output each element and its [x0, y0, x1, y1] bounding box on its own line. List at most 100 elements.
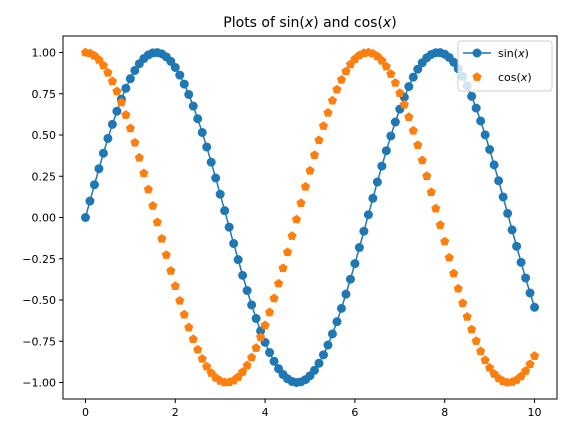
data-point	[327, 329, 337, 339]
data-point	[112, 106, 122, 116]
data-point	[471, 336, 481, 345]
data-point	[386, 69, 396, 78]
data-point	[247, 352, 257, 362]
data-point	[467, 91, 477, 101]
data-point	[408, 125, 418, 135]
data-point	[449, 268, 459, 278]
data-point	[404, 82, 414, 92]
data-point	[157, 233, 167, 243]
data-point	[386, 131, 396, 141]
data-point	[390, 117, 400, 127]
data-point	[85, 196, 95, 206]
x-tick-label: 2	[172, 406, 179, 419]
data-point	[332, 317, 342, 327]
data-point	[206, 157, 216, 167]
data-point	[107, 76, 117, 86]
data-point	[507, 225, 517, 235]
data-point	[139, 168, 149, 178]
data-point	[476, 346, 486, 356]
data-point	[318, 350, 328, 360]
data-point	[184, 89, 194, 99]
y-tick-label: −1.00	[22, 377, 56, 390]
data-point	[444, 252, 454, 262]
data-point	[395, 88, 405, 97]
series-cos	[80, 47, 540, 387]
data-point	[408, 72, 418, 82]
data-point	[175, 70, 185, 80]
data-point	[89, 180, 99, 190]
legend: sin(x) cos(x)	[457, 40, 553, 92]
data-point	[305, 165, 315, 175]
x-tick-label: 0	[82, 406, 89, 419]
data-point	[211, 173, 221, 183]
data-point	[125, 123, 135, 133]
data-point	[422, 171, 432, 180]
y-tick-label: −0.50	[22, 294, 56, 307]
data-point	[130, 65, 140, 75]
legend-marker-sin	[472, 48, 482, 58]
legend-label-cos: cos(x)	[498, 71, 532, 84]
data-point	[98, 148, 108, 158]
data-point	[332, 84, 342, 94]
data-point	[274, 278, 284, 288]
data-point	[166, 266, 176, 275]
data-point	[233, 255, 243, 265]
data-point	[498, 192, 508, 202]
data-point	[503, 208, 513, 218]
data-point	[202, 142, 212, 152]
data-point	[193, 344, 203, 354]
y-tick-label: 0.00	[32, 212, 57, 225]
data-point	[148, 201, 158, 210]
legend-marker-cos	[472, 72, 482, 81]
data-point	[345, 274, 355, 284]
data-point	[318, 121, 329, 130]
data-point	[175, 295, 185, 305]
data-point	[143, 184, 153, 194]
data-point	[152, 217, 162, 227]
data-point	[193, 114, 203, 124]
y-tick-label: 0.75	[32, 88, 57, 101]
data-point	[341, 289, 351, 299]
data-point	[282, 247, 293, 257]
y-tick-label: 0.25	[32, 170, 57, 183]
axes-frame	[62, 35, 558, 400]
data-point	[462, 312, 472, 321]
data-point	[188, 334, 198, 344]
data-point	[269, 356, 279, 366]
data-point	[377, 161, 387, 171]
data-point	[251, 313, 261, 323]
data-point	[220, 206, 230, 216]
data-point	[94, 164, 104, 174]
data-point	[458, 298, 468, 308]
data-point	[107, 119, 117, 129]
data-point	[121, 83, 131, 93]
data-point	[489, 160, 499, 170]
data-point	[229, 239, 239, 249]
data-point	[525, 288, 535, 298]
data-point	[417, 155, 427, 165]
data-point	[467, 324, 477, 334]
data-point	[112, 86, 122, 96]
data-point	[265, 348, 275, 358]
data-point	[256, 332, 266, 342]
data-point	[161, 250, 171, 259]
data-point	[269, 293, 279, 303]
data-point	[377, 55, 387, 65]
data-point	[103, 133, 113, 143]
data-point	[359, 226, 369, 236]
data-point	[170, 62, 180, 72]
data-point	[314, 358, 324, 368]
data-point	[121, 110, 131, 119]
data-point	[170, 281, 180, 291]
data-point	[512, 241, 522, 251]
data-point	[278, 263, 288, 273]
data-point	[323, 340, 333, 350]
y-axis-ticks: 1.00 0.75 0.50 0.25 0.00 −0.25 −0.50 −0.75 −1.00	[22, 47, 63, 390]
data-point	[94, 55, 104, 64]
data-point	[372, 177, 382, 187]
data-point	[530, 302, 540, 312]
x-tick-label: 4	[262, 406, 269, 419]
data-point	[242, 360, 252, 370]
data-point	[516, 257, 526, 267]
